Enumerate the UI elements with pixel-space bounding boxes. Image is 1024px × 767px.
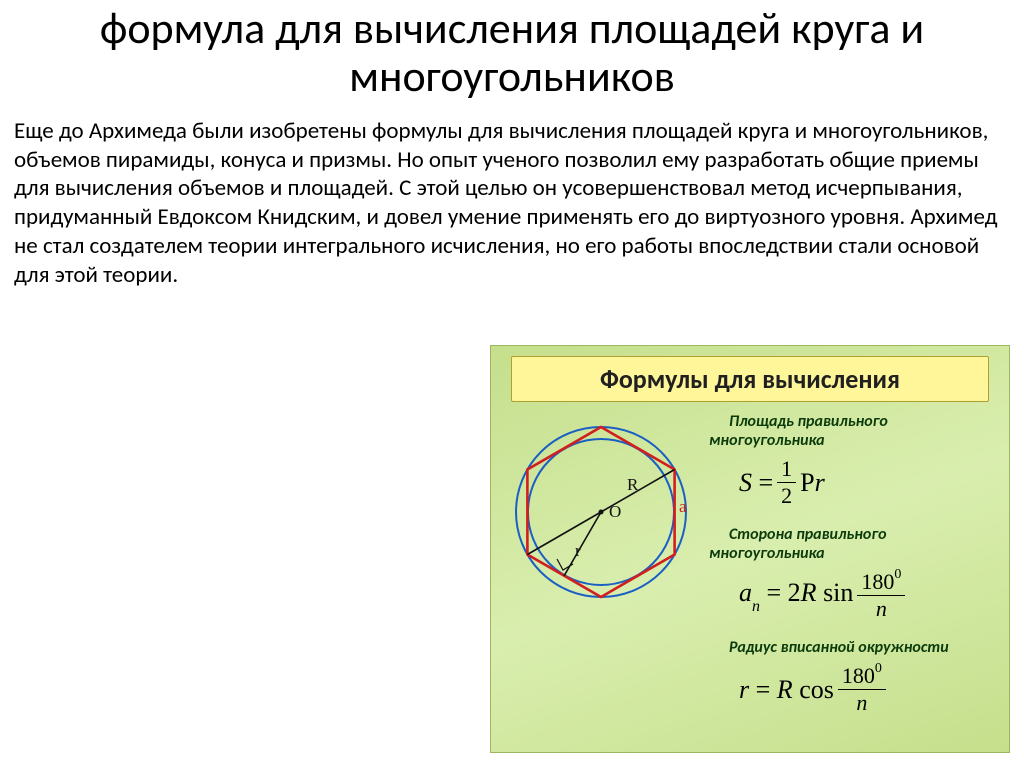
panel-header: Формулы для вычисления <box>511 356 989 402</box>
formula-side: an = 2R sin 1800n <box>739 569 999 622</box>
formula-inradius: r = R cos 1800n <box>739 663 999 716</box>
formula2-label: Сторона правильного многоугольника <box>709 525 999 563</box>
formula1-label: Площадь правильного многоугольника <box>709 412 999 450</box>
big-radius-label: R <box>627 475 639 494</box>
circle-polygon-icon: O R r a <box>501 412 701 612</box>
formula-area: S = 12 Pr <box>739 456 999 509</box>
formula3-label: Радиус вписанной окружности <box>709 638 999 657</box>
center-o-label: O <box>609 502 621 521</box>
polygon-diagram: O R r a <box>501 412 701 738</box>
slide-title: формула для вычисления площадей круга и … <box>0 0 1024 109</box>
small-radius-label: r <box>575 541 581 560</box>
slide-body: Еще до Архимеда были изобретены формулы … <box>0 109 1024 290</box>
formula-panel: Формулы для вычисления O R r a Площадь п… <box>490 345 1010 753</box>
side-a-label: a <box>679 497 687 516</box>
